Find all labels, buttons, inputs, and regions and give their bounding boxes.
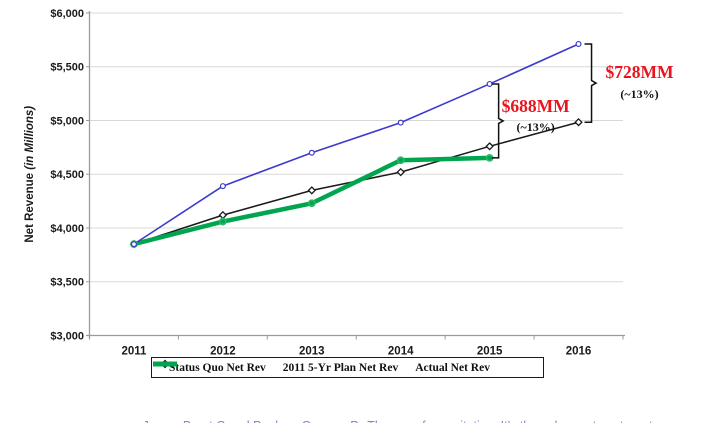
x-tick-label: 2014 [388, 346, 414, 358]
markers-status-quo-net-rev [130, 40, 582, 248]
x-axis-ticks [89, 335, 624, 340]
x-tick-label: 2016 [566, 346, 592, 358]
line-actual-net-rev [131, 155, 492, 247]
chart-legend: Status Quo Net Rev 2011 5-Yr Plan Net Rev… [151, 357, 544, 378]
gridlines [89, 12, 623, 336]
y-axis-title: Net Revenue (in Millions) [24, 106, 36, 243]
y-tick-label: $5,000 [50, 115, 84, 127]
line-status-quo-net-rev [133, 43, 580, 245]
legend-item-actual-net-rev: Actual Net Rev [153, 361, 490, 374]
data-point [130, 240, 138, 249]
data-point [219, 183, 226, 190]
legend-item-2011-5-yr-plan-net-rev: 2011 5-Yr Plan Net Rev [153, 359, 399, 374]
markers-actual-net-rev [130, 154, 494, 249]
data-point [308, 149, 315, 156]
legend-label-2011-5-yr-plan-net-rev: 2011 5-Yr Plan Net Rev [282, 361, 399, 374]
annotation-percent: (~13%) [517, 120, 555, 134]
legend-label-status-quo-net-rev: Status Quo Net Rev [169, 361, 266, 374]
legend-item-status-quo-net-rev: Status Quo Net Rev [153, 360, 266, 374]
data-point [307, 199, 316, 208]
data-point [486, 80, 493, 87]
y-tick-label: $3,000 [50, 330, 84, 342]
annotation-728mm: $728MM (~13%) [584, 43, 675, 123]
x-axis-labels: 2011 2012 2013 2014 2015 2016 [121, 346, 591, 358]
annotation-bracket [584, 43, 598, 123]
legend-label-actual-net-rev: Actual Net Rev [415, 361, 490, 374]
citation: James Brent C and Poulsen Gregory P. The… [98, 388, 704, 423]
y-axis-labels: $6,000 $5,500 $5,000 $4,500 $4,000 $3,500 $3,0… [50, 8, 84, 342]
net-revenue-chart: $6,000 $5,500 $5,000 $4,500 $4,000 $3,500 $3,0… [24, 8, 675, 358]
data-point [575, 40, 582, 47]
annotation-688mm: $688MM (~13%) [491, 83, 571, 159]
x-tick-label: 2012 [210, 346, 236, 358]
data-point [485, 142, 494, 151]
x-tick-label: 2011 [121, 346, 147, 358]
annotation-value: $728MM [606, 62, 675, 82]
annotation-value: $688MM [502, 96, 571, 116]
y-tick-label: $4,000 [50, 223, 84, 235]
legend-marker-actual-net-rev [153, 361, 177, 367]
data-point [574, 118, 583, 127]
y-tick-label: $6,000 [50, 8, 84, 20]
annotation-bracket [491, 83, 505, 159]
annotation-percent: (~13%) [620, 87, 658, 101]
data-point [218, 217, 227, 226]
data-point [396, 156, 405, 165]
citation-line-1: James Brent C and Poulsen Gregory P. The… [98, 419, 704, 423]
y-tick-label: $3,500 [50, 277, 84, 289]
y-tick-label: $4,500 [50, 169, 84, 181]
data-point [218, 210, 228, 220]
data-point [130, 241, 137, 248]
data-point [397, 119, 404, 126]
y-tick-label: $5,500 [50, 62, 84, 74]
x-tick-label: 2015 [477, 346, 503, 358]
data-point [307, 186, 317, 195]
x-tick-label: 2013 [299, 346, 325, 358]
data-point [396, 167, 405, 177]
